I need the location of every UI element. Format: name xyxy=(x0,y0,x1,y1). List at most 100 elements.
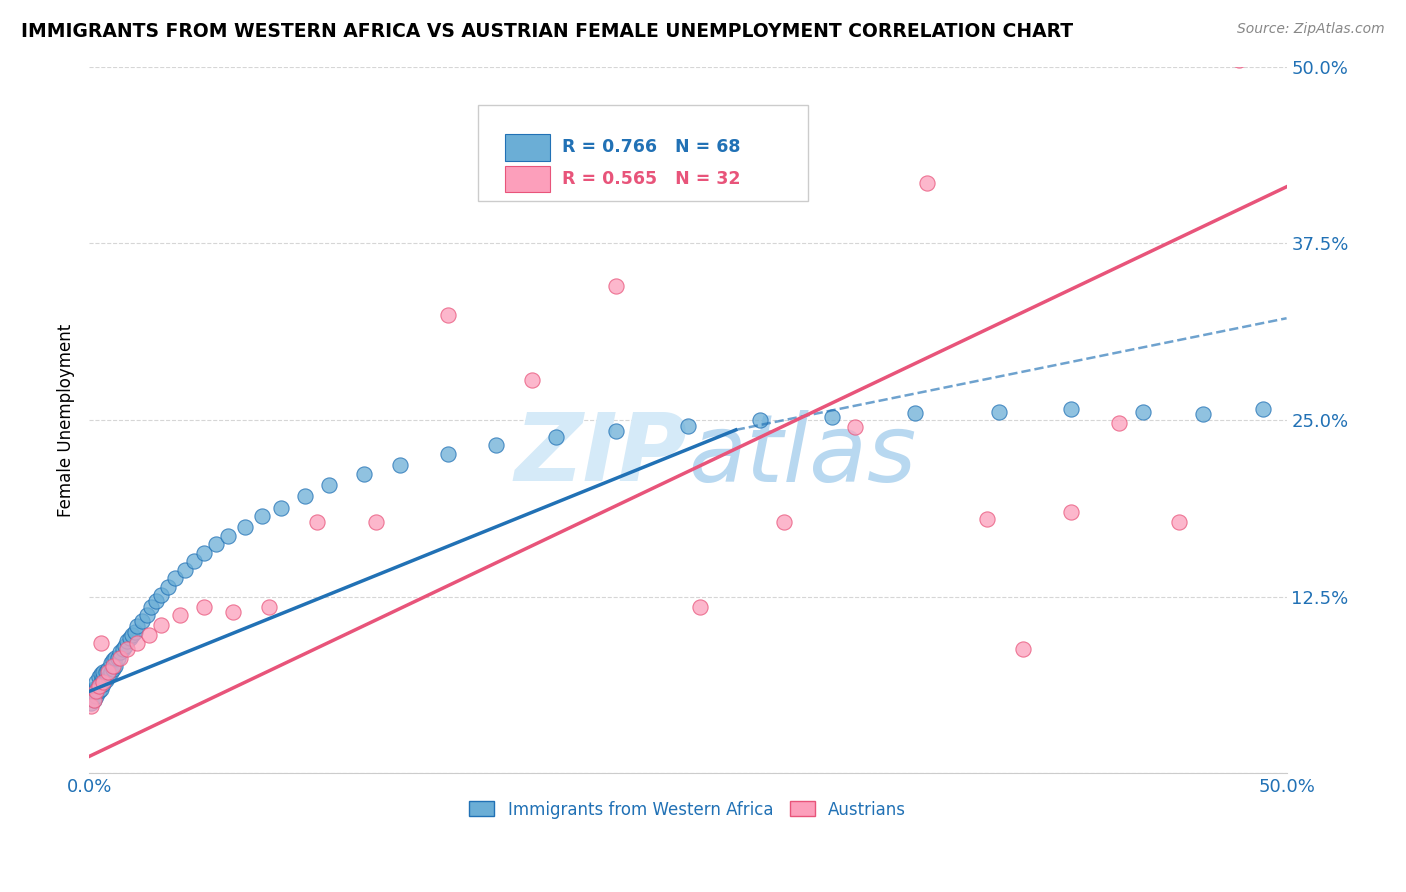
Point xyxy=(97,662,120,676)
Point xyxy=(87,670,110,684)
Point xyxy=(149,618,172,632)
Point xyxy=(117,642,139,657)
Point xyxy=(90,667,112,681)
Point xyxy=(270,500,292,515)
Point xyxy=(748,413,770,427)
Point xyxy=(101,659,124,673)
Point xyxy=(1012,642,1035,657)
Point xyxy=(104,659,127,673)
Point xyxy=(149,588,172,602)
Point xyxy=(97,665,120,679)
Point xyxy=(294,489,316,503)
Point xyxy=(141,599,163,614)
Point xyxy=(80,689,103,703)
Point xyxy=(205,537,228,551)
Point xyxy=(124,625,146,640)
Point xyxy=(108,650,131,665)
Point xyxy=(1191,408,1213,422)
Point xyxy=(1060,505,1083,519)
Text: atlas: atlas xyxy=(688,409,917,500)
Point xyxy=(366,515,388,529)
Point xyxy=(844,420,866,434)
Point xyxy=(93,674,115,689)
Point xyxy=(222,605,245,619)
Point xyxy=(520,373,543,387)
Point xyxy=(904,406,927,420)
Point xyxy=(437,447,460,461)
Point xyxy=(772,515,794,529)
Point xyxy=(173,563,195,577)
Point xyxy=(125,636,148,650)
Point xyxy=(93,670,115,684)
Point xyxy=(165,571,187,585)
Point xyxy=(917,176,939,190)
Point xyxy=(389,458,412,473)
Point xyxy=(87,684,110,698)
Point xyxy=(111,642,134,657)
Point xyxy=(94,673,117,687)
Point xyxy=(118,631,141,645)
Point xyxy=(125,619,148,633)
Point xyxy=(90,674,112,689)
Point xyxy=(318,478,340,492)
Text: Source: ZipAtlas.com: Source: ZipAtlas.com xyxy=(1237,22,1385,37)
Point xyxy=(83,693,105,707)
Point xyxy=(84,684,107,698)
Point xyxy=(101,653,124,667)
Point xyxy=(87,679,110,693)
Point xyxy=(250,509,273,524)
Point xyxy=(1227,53,1250,67)
Point xyxy=(90,636,112,650)
FancyBboxPatch shape xyxy=(505,166,550,193)
Point xyxy=(233,520,256,534)
Point xyxy=(117,633,139,648)
Point xyxy=(193,599,215,614)
Text: IMMIGRANTS FROM WESTERN AFRICA VS AUSTRIAN FEMALE UNEMPLOYMENT CORRELATION CHART: IMMIGRANTS FROM WESTERN AFRICA VS AUSTRI… xyxy=(21,22,1073,41)
Point xyxy=(84,681,107,696)
Point xyxy=(157,580,180,594)
Point xyxy=(93,665,115,679)
Point xyxy=(145,594,167,608)
Point xyxy=(1108,416,1130,430)
Point xyxy=(135,608,157,623)
Point xyxy=(84,689,107,703)
Point xyxy=(101,662,124,676)
Point xyxy=(100,656,122,670)
Text: ZIP: ZIP xyxy=(515,409,688,501)
Point xyxy=(80,696,103,710)
Point xyxy=(90,681,112,696)
Point xyxy=(104,650,127,665)
Point xyxy=(1060,401,1083,416)
FancyBboxPatch shape xyxy=(478,105,807,201)
Point xyxy=(83,684,105,698)
Point xyxy=(121,628,143,642)
Point xyxy=(87,679,110,693)
Point xyxy=(108,645,131,659)
Point xyxy=(93,677,115,691)
Point xyxy=(437,309,460,323)
Point xyxy=(183,554,205,568)
Point xyxy=(546,430,568,444)
Point xyxy=(988,404,1011,418)
Point xyxy=(1251,401,1274,416)
Point xyxy=(83,681,105,696)
Point xyxy=(114,639,136,653)
Point xyxy=(257,599,280,614)
Point xyxy=(193,546,215,560)
Point xyxy=(138,628,160,642)
Point xyxy=(605,278,627,293)
Point xyxy=(97,670,120,684)
Point xyxy=(820,410,842,425)
Point xyxy=(353,467,375,481)
Point xyxy=(217,529,239,543)
Point xyxy=(1167,515,1189,529)
Point xyxy=(100,665,122,679)
Point xyxy=(689,599,711,614)
Point xyxy=(485,438,508,452)
Point xyxy=(107,650,129,665)
Point xyxy=(976,512,998,526)
Point xyxy=(80,698,103,713)
Y-axis label: Female Unemployment: Female Unemployment xyxy=(58,324,75,516)
Point xyxy=(305,515,328,529)
Point xyxy=(84,674,107,689)
